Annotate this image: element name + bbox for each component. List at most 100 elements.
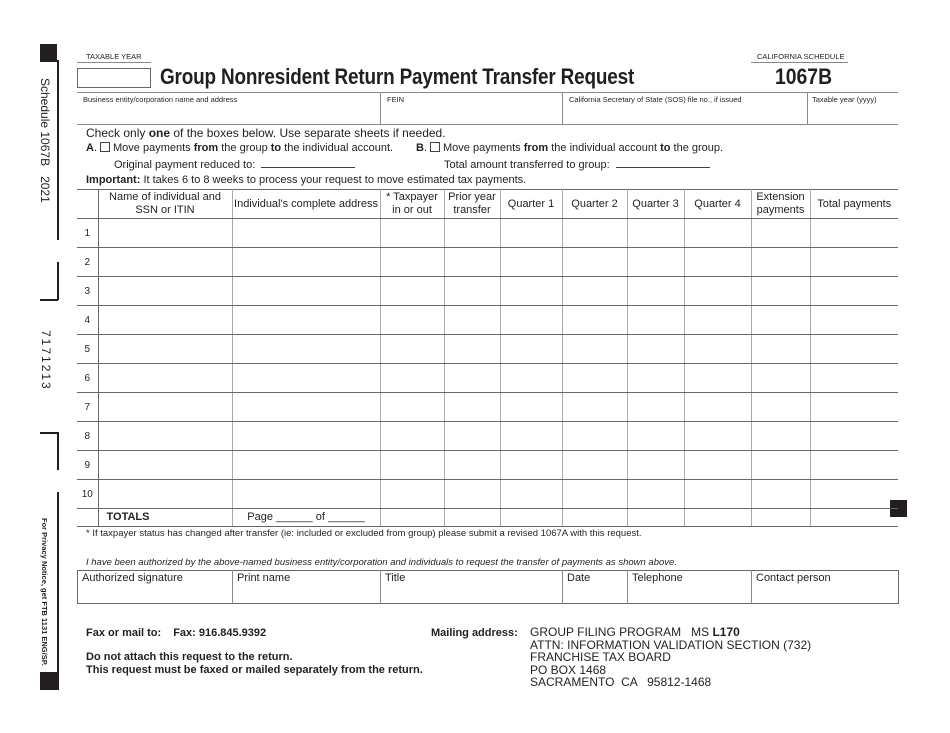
table-cell[interactable] <box>444 450 501 480</box>
table-cell[interactable] <box>380 247 445 277</box>
fein-field[interactable]: FEIN <box>380 92 562 124</box>
table-cell[interactable] <box>751 392 811 422</box>
print-name-field[interactable]: Print name <box>232 570 381 604</box>
table-cell[interactable] <box>500 218 563 248</box>
table-cell[interactable] <box>380 276 445 306</box>
table-cell[interactable] <box>500 305 563 335</box>
table-cell[interactable] <box>380 479 445 509</box>
table-cell[interactable] <box>810 276 898 306</box>
table-cell[interactable] <box>684 247 752 277</box>
table-cell[interactable] <box>444 218 501 248</box>
table-cell[interactable] <box>751 421 811 451</box>
table-cell[interactable] <box>444 334 501 364</box>
table-cell[interactable] <box>810 392 898 422</box>
table-cell[interactable] <box>98 392 233 422</box>
table-cell[interactable] <box>684 334 752 364</box>
table-cell[interactable] <box>444 276 501 306</box>
table-cell[interactable] <box>562 363 628 393</box>
table-cell[interactable] <box>98 276 233 306</box>
table-cell[interactable] <box>810 334 898 364</box>
table-cell[interactable] <box>500 334 563 364</box>
table-cell[interactable] <box>380 450 445 480</box>
table-cell[interactable] <box>98 450 233 480</box>
table-cell[interactable] <box>98 421 233 451</box>
table-cell[interactable] <box>500 392 563 422</box>
table-cell[interactable] <box>562 305 628 335</box>
table-cell[interactable] <box>98 305 233 335</box>
table-cell[interactable] <box>562 247 628 277</box>
table-cell[interactable] <box>380 421 445 451</box>
taxable-year-field[interactable]: Taxable year (yyyy) <box>807 92 898 124</box>
table-cell[interactable] <box>562 276 628 306</box>
title-field[interactable]: Title <box>380 570 563 604</box>
table-cell[interactable] <box>98 363 233 393</box>
table-cell[interactable] <box>562 392 628 422</box>
table-cell[interactable] <box>232 247 381 277</box>
table-cell[interactable] <box>500 363 563 393</box>
table-cell[interactable] <box>627 363 685 393</box>
table-cell[interactable] <box>232 392 381 422</box>
table-cell[interactable] <box>627 450 685 480</box>
table-cell[interactable] <box>627 247 685 277</box>
table-cell[interactable] <box>684 421 752 451</box>
table-cell[interactable] <box>380 305 445 335</box>
table-cell[interactable] <box>98 479 233 509</box>
table-cell[interactable] <box>444 479 501 509</box>
table-cell[interactable] <box>562 421 628 451</box>
original-payment-input[interactable] <box>261 157 356 168</box>
total-cell[interactable] <box>810 508 898 527</box>
total-cell[interactable] <box>380 508 445 527</box>
table-cell[interactable] <box>627 479 685 509</box>
table-cell[interactable] <box>810 363 898 393</box>
table-cell[interactable] <box>380 392 445 422</box>
total-transferred-input[interactable] <box>615 157 710 168</box>
table-cell[interactable] <box>500 479 563 509</box>
table-cell[interactable] <box>500 247 563 277</box>
table-cell[interactable] <box>751 276 811 306</box>
table-cell[interactable] <box>751 247 811 277</box>
table-cell[interactable] <box>810 305 898 335</box>
total-cell[interactable] <box>500 508 563 527</box>
table-cell[interactable] <box>627 218 685 248</box>
table-cell[interactable] <box>380 218 445 248</box>
taxable-year-input[interactable] <box>77 68 151 88</box>
table-cell[interactable] <box>500 450 563 480</box>
table-cell[interactable] <box>627 276 685 306</box>
table-cell[interactable] <box>810 247 898 277</box>
table-cell[interactable] <box>684 218 752 248</box>
table-cell[interactable] <box>380 363 445 393</box>
table-cell[interactable] <box>751 479 811 509</box>
table-cell[interactable] <box>232 363 381 393</box>
table-cell[interactable] <box>562 334 628 364</box>
table-cell[interactable] <box>751 363 811 393</box>
authorized-signature-field[interactable]: Authorized signature <box>77 570 233 604</box>
table-cell[interactable] <box>627 305 685 335</box>
table-cell[interactable] <box>444 392 501 422</box>
table-cell[interactable] <box>98 218 233 248</box>
sos-file-field[interactable]: California Secretary of State (SOS) file… <box>562 92 807 124</box>
table-cell[interactable] <box>751 218 811 248</box>
table-cell[interactable] <box>562 450 628 480</box>
table-cell[interactable] <box>232 450 381 480</box>
table-cell[interactable] <box>444 421 501 451</box>
table-cell[interactable] <box>751 450 811 480</box>
table-cell[interactable] <box>810 479 898 509</box>
total-cell[interactable] <box>562 508 628 527</box>
table-cell[interactable] <box>232 305 381 335</box>
table-cell[interactable] <box>562 218 628 248</box>
table-cell[interactable] <box>232 334 381 364</box>
table-cell[interactable] <box>684 450 752 480</box>
table-cell[interactable] <box>684 363 752 393</box>
option-a-checkbox[interactable] <box>100 142 111 152</box>
table-cell[interactable] <box>810 450 898 480</box>
table-cell[interactable] <box>380 334 445 364</box>
total-cell[interactable] <box>444 508 501 527</box>
table-cell[interactable] <box>627 421 685 451</box>
total-cell[interactable] <box>684 508 752 527</box>
option-b-checkbox[interactable] <box>430 142 441 152</box>
table-cell[interactable] <box>627 392 685 422</box>
table-cell[interactable] <box>684 276 752 306</box>
page-of-field[interactable]: Page ______ of ______ <box>232 508 381 527</box>
table-cell[interactable] <box>232 218 381 248</box>
table-cell[interactable] <box>751 334 811 364</box>
